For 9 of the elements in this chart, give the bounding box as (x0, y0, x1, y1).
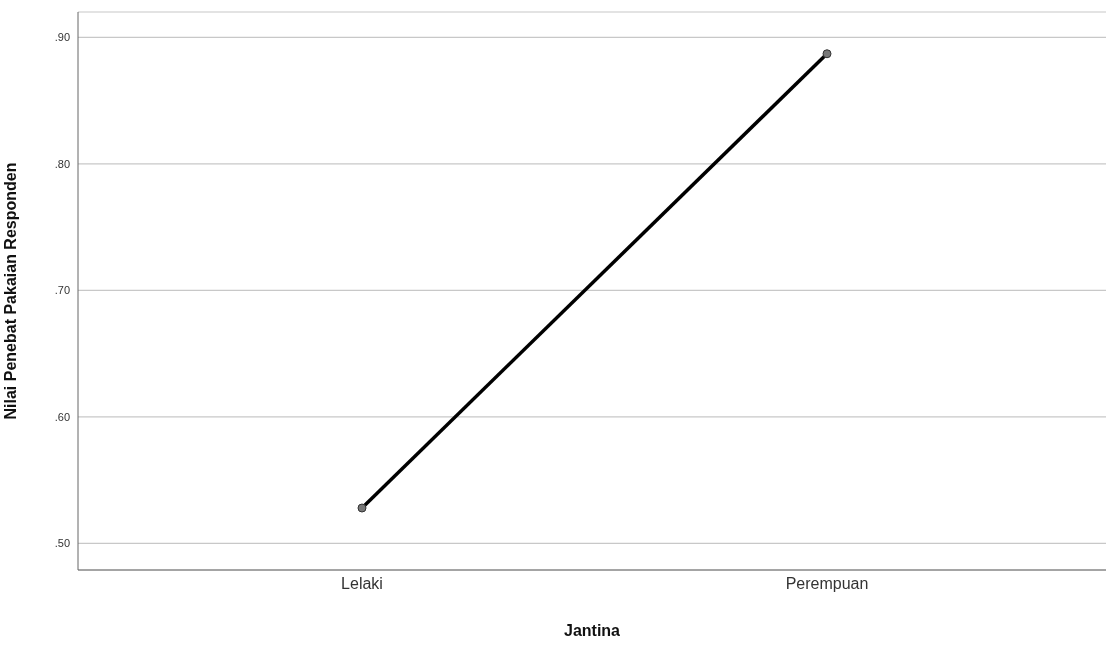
y-tick-label: .50 (54, 537, 70, 550)
x-tick-label: Lelaki (341, 575, 383, 593)
y-axis-title: Nilai Penebat Pakaian Responden (1, 162, 19, 420)
x-tick-label: Perempuan (785, 575, 869, 593)
y-tick-label: .70 (54, 284, 70, 297)
x-axis-title: Jantina (563, 622, 621, 639)
y-tick-label: .60 (54, 410, 70, 423)
y-tick-label: .90 (54, 31, 70, 44)
y-tick-label: .80 (54, 157, 70, 170)
